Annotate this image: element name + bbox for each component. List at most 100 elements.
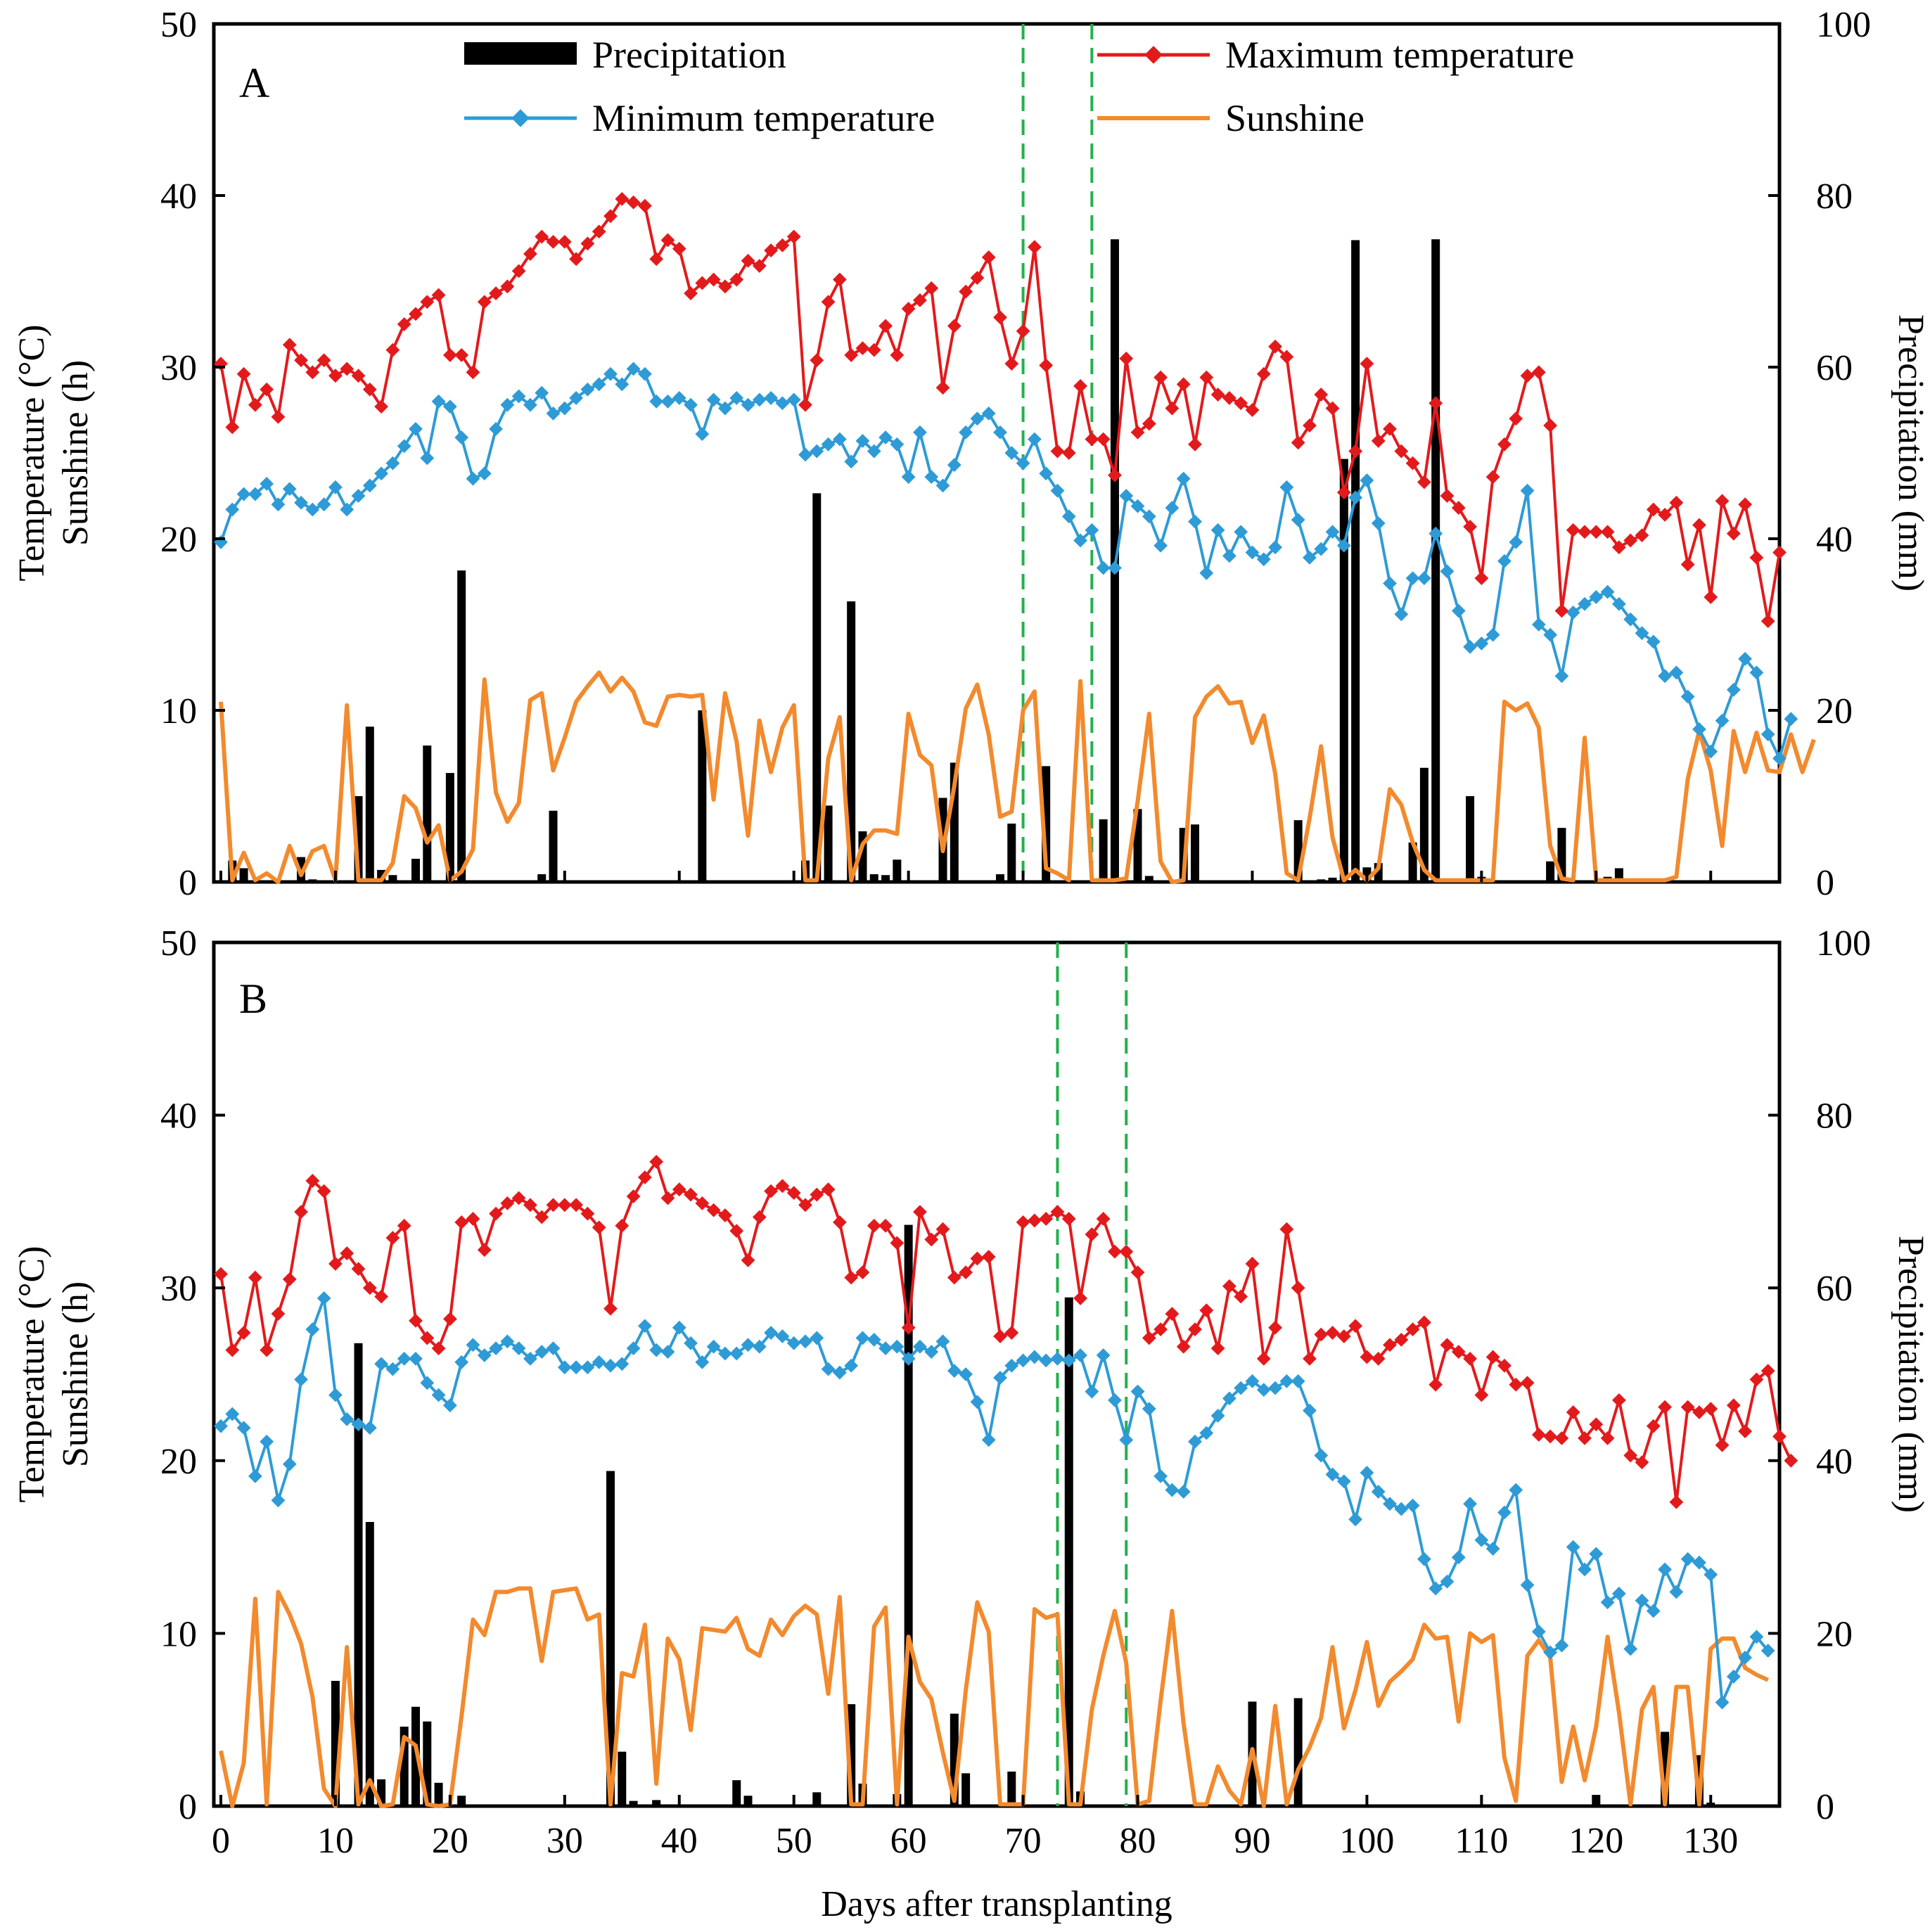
max-temp-line	[219, 1160, 1793, 1504]
min-temp-point	[340, 502, 354, 517]
max-temp-point	[1268, 339, 1282, 354]
min-temp-point	[1336, 1474, 1351, 1489]
precipitation-bar	[1064, 1297, 1073, 1806]
series-lines	[214, 191, 1816, 884]
max-temp-point	[684, 1187, 698, 1202]
min-temp-point	[1566, 1540, 1580, 1554]
min-temp-point	[649, 1343, 664, 1357]
max-temp-point	[1497, 437, 1512, 452]
min-temp-point	[660, 1345, 675, 1359]
min-temp-point	[924, 470, 939, 485]
max-temp-point	[535, 229, 549, 244]
max-temp-point	[225, 420, 240, 435]
min-temp-point	[546, 406, 561, 421]
min-temp-point	[775, 396, 790, 411]
max-temp-point	[1153, 1322, 1168, 1337]
legend-marker-max-temp	[1144, 46, 1163, 64]
min-temp-point	[420, 1376, 435, 1390]
min-temp-point	[672, 1320, 686, 1335]
left-tick-label: 0	[179, 1787, 197, 1827]
min-temp-point	[867, 1332, 881, 1347]
min-temp-point	[913, 425, 927, 440]
max-temp-point	[1451, 501, 1466, 515]
right-axis-title: Precipitation (mm)	[1891, 314, 1930, 591]
min-temp-point	[615, 1357, 630, 1371]
min-temp-point	[557, 1360, 572, 1375]
min-temp-point	[1371, 516, 1386, 530]
max-temp-point	[844, 348, 859, 362]
min-temp-point	[810, 1331, 824, 1345]
axis-ticks: 0 10 20 30 40 50 0 20 40 60 80 100	[160, 5, 1871, 903]
max-temp-point	[775, 1179, 790, 1194]
min-temp-point	[890, 1339, 905, 1354]
min-temp-point	[775, 1329, 790, 1343]
max-temp-point	[1520, 1376, 1535, 1390]
max-temp-point	[546, 1198, 561, 1213]
right-tick-label: 20	[1816, 691, 1853, 731]
min-temp-point	[1394, 607, 1409, 622]
min-temp-point	[523, 397, 537, 412]
precipitation-bar	[239, 868, 248, 882]
min-temp-point	[1256, 552, 1271, 567]
max-temp-point	[764, 1184, 779, 1198]
max-temp-point	[1176, 377, 1191, 392]
max-temp-point	[1760, 614, 1775, 629]
max-temp-point	[442, 1312, 457, 1326]
min-temp-point	[1039, 466, 1054, 481]
min-temp-point	[1050, 1351, 1065, 1366]
min-temp-point	[351, 489, 366, 503]
min-temp-point	[225, 1407, 240, 1421]
min-temp-point	[729, 1346, 744, 1361]
min-temp-point	[810, 444, 824, 459]
min-temp-point	[672, 391, 686, 405]
max-temp-point	[1784, 1453, 1798, 1468]
min-temp-point	[1303, 1403, 1317, 1418]
max-temp-point	[1061, 446, 1076, 460]
min-temp-point	[1646, 1604, 1661, 1618]
x-tick-label: 100	[1339, 1821, 1394, 1861]
min-temp-point	[362, 478, 377, 493]
max-temp-point	[523, 247, 537, 261]
max-temp-point	[1726, 1398, 1741, 1413]
max-temp-point	[637, 1170, 652, 1184]
max-temp-point	[1348, 1319, 1363, 1333]
max-temp-point	[248, 397, 262, 412]
min-temp-point	[832, 432, 847, 447]
x-tick-label: 90	[1234, 1821, 1270, 1861]
left-tick-label: 0	[179, 863, 197, 903]
max-temp-point	[305, 1174, 320, 1188]
x-tick-label: 40	[661, 1821, 698, 1861]
min-temp-point	[1417, 1552, 1431, 1566]
min-temp-point	[580, 382, 595, 397]
min-temp-point	[1130, 499, 1145, 513]
min-temp-point	[431, 394, 446, 409]
max-temp-point	[695, 1196, 710, 1210]
min-temp-point	[684, 1336, 698, 1350]
min-temp-point	[546, 1341, 561, 1356]
x-tick-label: 70	[1005, 1821, 1042, 1861]
max-temp-point	[615, 1218, 630, 1233]
max-temp-point	[798, 397, 812, 412]
left-axis-title-temperature: Temperature (°C)	[12, 1246, 52, 1502]
legend-label-sunshine: Sunshine	[1225, 97, 1365, 139]
max-temp-point	[1394, 1332, 1409, 1347]
min-temp-point	[832, 1365, 847, 1380]
min-temp-point	[1119, 1433, 1134, 1447]
max-temp-point	[1142, 1331, 1156, 1345]
min-temp-point	[1692, 722, 1706, 736]
max-temp-point	[993, 1329, 1007, 1343]
right-tick-label: 100	[1816, 923, 1871, 964]
min-temp-point	[236, 1421, 251, 1435]
min-temp-point	[1027, 1350, 1042, 1364]
max-temp-point	[317, 353, 331, 368]
min-temp-point	[1016, 456, 1030, 471]
max-temp-point	[970, 271, 985, 286]
plot-frame	[212, 22, 1782, 884]
min-temp-point	[684, 397, 698, 412]
max-temp-point	[1199, 1303, 1214, 1318]
min-temp-point	[1004, 446, 1019, 460]
min-temp-point	[535, 385, 549, 400]
min-temp-point	[1222, 1391, 1236, 1406]
precipitation-bar	[869, 874, 878, 882]
max-temp-point	[1085, 1227, 1099, 1241]
